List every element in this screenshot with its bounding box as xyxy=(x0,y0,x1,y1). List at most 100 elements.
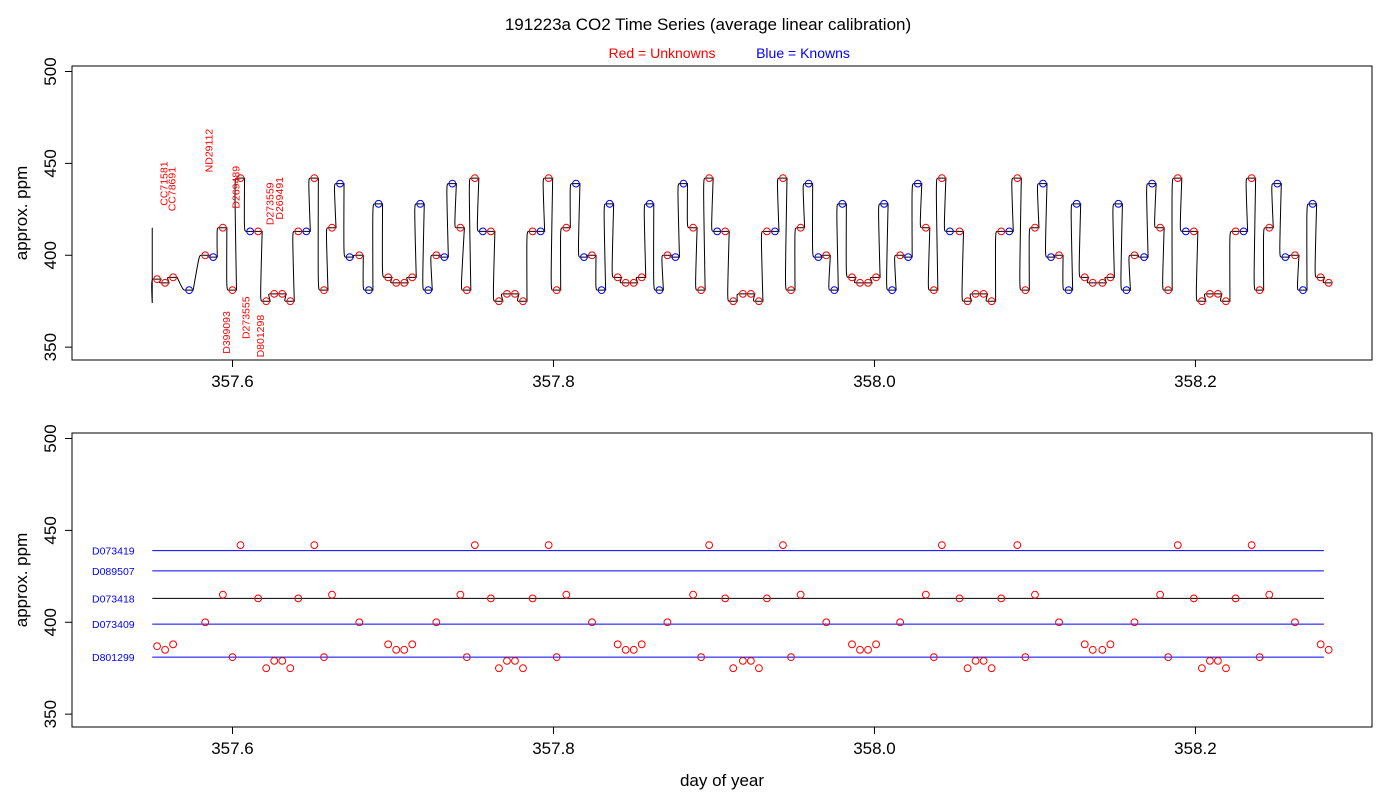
known-point xyxy=(679,179,688,188)
unknown-point xyxy=(544,541,553,549)
known-point xyxy=(478,227,487,236)
unknown-point xyxy=(738,656,747,665)
unknown-point xyxy=(1206,656,1214,665)
unknown-point xyxy=(236,541,245,549)
unknown-point xyxy=(228,286,237,295)
unknown-point xyxy=(1164,286,1173,295)
unknown-point xyxy=(621,645,630,654)
unknown-point xyxy=(613,273,622,282)
legend-unknowns: Red = Unknowns xyxy=(608,45,715,61)
unknown-point xyxy=(937,174,946,182)
unknown-point xyxy=(1316,273,1325,282)
unknown-point xyxy=(937,541,946,549)
unknown-point xyxy=(1013,541,1022,549)
unknown-point xyxy=(286,297,295,306)
x-axis-label: day of year xyxy=(680,771,764,790)
unknown-point xyxy=(1173,541,1182,549)
y-tick-label: 450 xyxy=(41,149,60,177)
unknown-point xyxy=(519,664,527,673)
x-tick-label: 357.6 xyxy=(211,372,254,391)
unknown-point xyxy=(921,223,930,232)
series-line xyxy=(151,177,1333,304)
known-point xyxy=(416,199,425,208)
unknown-point xyxy=(971,656,980,665)
unknown-point xyxy=(218,223,227,232)
unknown-point xyxy=(1214,289,1222,298)
unknown-point xyxy=(1189,227,1198,236)
unknown-point xyxy=(1197,664,1206,673)
unknown-point xyxy=(1255,286,1264,295)
unknown-point xyxy=(384,640,393,649)
known-point xyxy=(771,227,779,236)
known-point xyxy=(645,199,654,208)
unknown-point xyxy=(286,664,295,673)
known-point xyxy=(536,227,545,236)
known-point xyxy=(946,227,954,236)
unknown-point xyxy=(1156,223,1165,232)
reference-line-label: D073419 xyxy=(92,546,135,558)
unknown-point xyxy=(1222,297,1230,306)
unknown-point xyxy=(738,289,747,298)
unknown-point xyxy=(1021,286,1030,295)
tank-id-annotation: D273559 xyxy=(264,182,276,225)
x-tick-label: 358.0 xyxy=(853,739,896,758)
unknown-point xyxy=(161,278,169,287)
known-point xyxy=(597,286,606,295)
y-tick-label: 500 xyxy=(41,424,60,452)
tank-id-annotation: CC71581 xyxy=(158,161,170,206)
known-point xyxy=(1072,199,1081,208)
unknown-point xyxy=(408,273,417,282)
unknown-point xyxy=(400,645,409,654)
unknown-point xyxy=(896,618,905,627)
y-tick-label: 450 xyxy=(41,516,60,544)
unknown-point xyxy=(663,251,672,260)
unknown-point xyxy=(787,653,795,662)
unknown-point xyxy=(169,273,178,282)
tank-id-annotation: D269491 xyxy=(274,177,286,220)
unknown-point xyxy=(621,278,630,287)
plot-frame xyxy=(71,65,1373,361)
known-point xyxy=(838,199,847,208)
known-point xyxy=(246,227,255,236)
unknown-point xyxy=(779,541,787,549)
known-point xyxy=(1281,253,1290,262)
unknown-point xyxy=(588,251,596,260)
top-panel-time-series: 357.6 357.8 358.0 358.2 350 400 450 500 approx. … xyxy=(12,57,1373,391)
unknown-point xyxy=(562,590,571,599)
unknown-point xyxy=(746,289,755,298)
unknown-point xyxy=(997,594,1006,603)
x-tick-label: 358.2 xyxy=(1174,372,1217,391)
unknown-point xyxy=(355,251,364,260)
unknown-point xyxy=(787,286,795,295)
unknown-point xyxy=(552,653,561,662)
known-point xyxy=(671,253,680,262)
unknown-point xyxy=(528,594,537,603)
unknown-point xyxy=(1156,590,1165,599)
unknown-point xyxy=(1197,297,1206,306)
known-point xyxy=(580,253,588,262)
unknown-point xyxy=(588,618,596,627)
unknown-point xyxy=(721,594,730,603)
figure-title: 191223a CO2 Time Series (average linear … xyxy=(505,15,911,34)
unknown-point xyxy=(1247,541,1256,549)
tank-id-annotation: D801298 xyxy=(255,315,267,358)
unknown-point xyxy=(697,286,706,295)
unknown-point xyxy=(929,286,938,295)
x-tick-label: 357.6 xyxy=(211,739,254,758)
unknown-point xyxy=(1098,645,1107,654)
unknown-point xyxy=(294,227,303,236)
known-point xyxy=(1064,286,1073,295)
unknown-point xyxy=(1130,251,1139,260)
unknown-point xyxy=(262,664,271,673)
known-point xyxy=(1047,253,1055,262)
unknown-point xyxy=(328,590,336,599)
unknown-point xyxy=(987,297,996,306)
known-point xyxy=(814,253,823,262)
unknown-point xyxy=(392,278,401,287)
tank-id-annotation: D269489 xyxy=(231,166,243,209)
known-point xyxy=(1273,179,1282,188)
known-point xyxy=(713,227,722,236)
y-tick-label: 350 xyxy=(41,333,60,361)
unknown-point xyxy=(629,278,638,287)
